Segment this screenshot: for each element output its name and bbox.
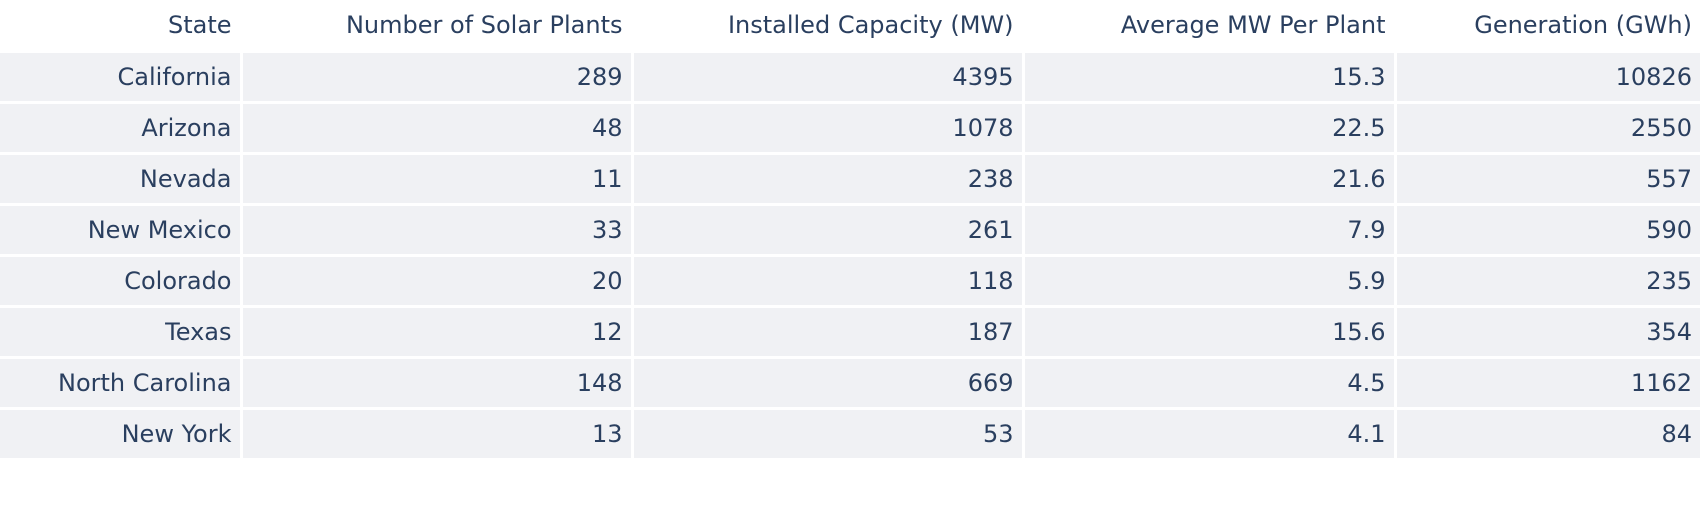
table-cell: 2550 [1395,102,1700,155]
table-cell: 261 [632,204,1025,257]
table-row: North Carolina 148 669 4.5 1162 [0,357,1700,410]
table-cell: 4.1 [1023,408,1397,461]
column-header-4: Generation (GWh) [1395,0,1700,53]
table-cell: 7.9 [1023,204,1397,257]
column-header-0: State [0,0,243,53]
table-cell: 21.6 [1023,153,1397,206]
table-row: California 289 4395 15.3 10826 [0,51,1700,104]
table-cell: 15.3 [1023,51,1397,104]
table-row: Nevada 11 238 21.6 557 [0,153,1700,206]
table-cell: 22.5 [1023,102,1397,155]
table-cell: 354 [1395,306,1700,359]
table-cell: 4.5 [1023,357,1397,410]
data-table: State Number of Solar Plants Installed Cap… [0,0,1700,461]
column-header-2: Installed Capacity (MW) [632,0,1025,53]
table-cell: 557 [1395,153,1700,206]
table-cell: 669 [632,357,1025,410]
table-cell: New Mexico [0,204,243,257]
table-row: New York 13 53 4.1 84 [0,408,1700,461]
table-cell: California [0,51,243,104]
table-row: Arizona 48 1078 22.5 2550 [0,102,1700,155]
table-cell: 20 [241,255,634,308]
table-cell: 10826 [1395,51,1700,104]
table-cell: 590 [1395,204,1700,257]
table-cell: 13 [241,408,634,461]
table-cell: New York [0,408,243,461]
table-cell: 12 [241,306,634,359]
table-cell: 1078 [632,102,1025,155]
table-cell: 5.9 [1023,255,1397,308]
table-cell: Arizona [0,102,243,155]
table-cell: 1162 [1395,357,1700,410]
column-header-3: Average MW Per Plant [1023,0,1397,53]
table-row: New Mexico 33 261 7.9 590 [0,204,1700,257]
table-cell: Texas [0,306,243,359]
table-cell: 48 [241,102,634,155]
table-cell: 33 [241,204,634,257]
table-cell: 148 [241,357,634,410]
table-cell: North Carolina [0,357,243,410]
table-cell: Nevada [0,153,243,206]
table-cell: 53 [632,408,1025,461]
table-cell: 4395 [632,51,1025,104]
table-cell: 187 [632,306,1025,359]
column-header-1: Number of Solar Plants [241,0,634,53]
table-cell: Colorado [0,255,243,308]
table-cell: 11 [241,153,634,206]
table-cell: 84 [1395,408,1700,461]
table-header-row: State Number of Solar Plants Installed Cap… [0,0,1700,53]
table-cell: 15.6 [1023,306,1397,359]
table-row: Texas 12 187 15.6 354 [0,306,1700,359]
solar-table: State Number of Solar Plants Installed Cap… [0,0,1700,461]
table-cell: 238 [632,153,1025,206]
table-row: Colorado 20 118 5.9 235 [0,255,1700,308]
table-cell: 289 [241,51,634,104]
table-body: California 289 4395 15.3 10826 Arizona 48 1078 2… [0,51,1700,461]
table-cell: 235 [1395,255,1700,308]
table-cell: 118 [632,255,1025,308]
